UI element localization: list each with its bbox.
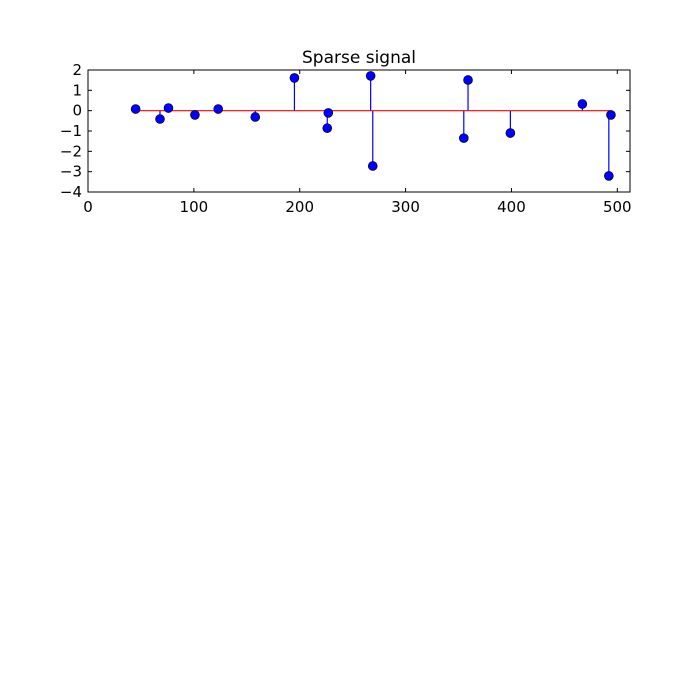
stem-marker [322,123,333,133]
stem-marker [367,161,378,171]
stem-marker [213,104,224,114]
plot-frame [87,69,631,193]
stem-marker [606,110,616,120]
x-tick-label: 200 [285,198,314,216]
stem-marker [505,128,516,138]
stem-marker [459,133,469,143]
stem-marker [130,104,141,114]
stem-marker [163,103,174,113]
stem-marker [604,171,614,181]
stem-marker [190,110,200,120]
x-tick-label: 300 [391,198,420,216]
y-tick-label: −4 [60,183,82,201]
stem-marker [289,73,300,83]
x-tick-label: 100 [180,198,209,216]
y-tick-label: −1 [60,122,82,140]
stem-marker [323,108,334,118]
chart-title: Sparse signal [302,48,416,68]
y-tick-label: 1 [72,81,82,99]
y-tick-label: 0 [72,102,82,120]
y-tick-label: −3 [60,163,82,181]
stem-marker [250,112,261,122]
stem-marker [155,114,165,124]
stem-marker [577,99,588,109]
y-tick-label: 2 [72,61,82,79]
x-tick-label: 0 [83,198,93,216]
stem-marker [463,75,473,85]
x-tick-label: 500 [603,198,632,216]
x-tick-label: 400 [497,198,526,216]
stem-marker [365,71,376,81]
y-tick-label: −2 [60,142,82,160]
